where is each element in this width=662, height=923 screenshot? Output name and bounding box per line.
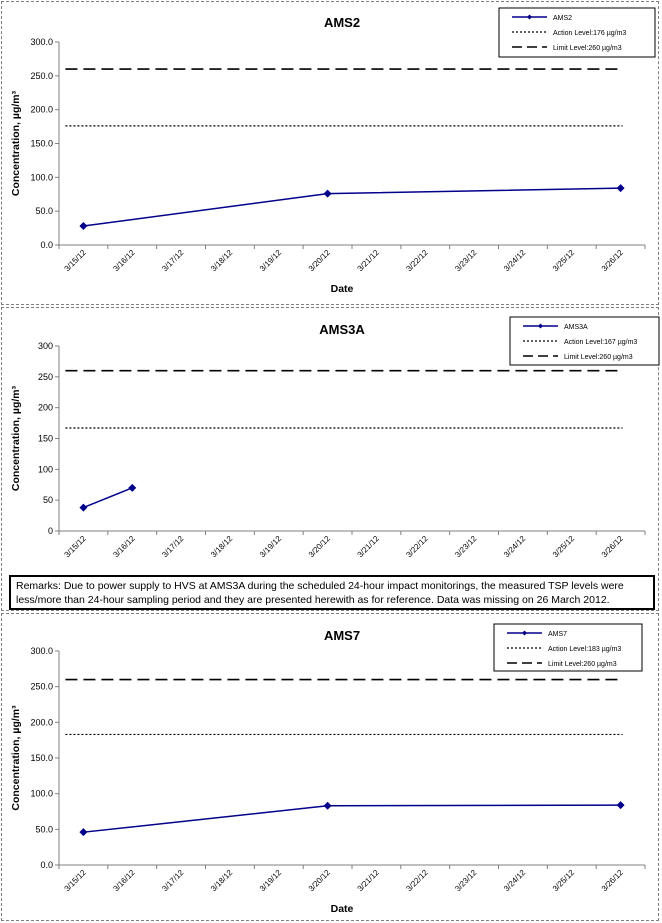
- x-tick-label: 3/15/12: [63, 534, 89, 560]
- chart-title: AMS2: [324, 15, 360, 30]
- x-tick-label: 3/22/12: [404, 248, 430, 274]
- chart-panel-ams3a: AMS3A Concentration, µg/m³ 0 50 100 150 200 250…: [1, 307, 660, 611]
- x-tick-label: 3/25/12: [551, 248, 577, 274]
- y-tick-label: 200: [38, 403, 53, 413]
- x-tick-label: 3/22/12: [404, 868, 430, 894]
- y-tick-label: 300: [38, 341, 53, 351]
- y-tick-label: 0: [48, 526, 53, 536]
- x-tick-label: 3/16/12: [111, 248, 137, 274]
- x-tick-label: 3/23/12: [453, 248, 479, 274]
- remarks-box: Remarks: Due to power supply to HVS at A…: [9, 575, 655, 610]
- data-point-marker: [616, 801, 625, 810]
- x-tick-label: 3/25/12: [551, 868, 577, 894]
- y-tick-label: 100: [38, 464, 53, 474]
- x-tick-label: 3/24/12: [502, 534, 528, 560]
- data-point-marker: [616, 184, 625, 193]
- legend-label: Limit Level:260 µg/m3: [553, 45, 622, 52]
- x-tick-label: 3/19/12: [258, 534, 284, 560]
- legend-marker: [522, 630, 527, 636]
- x-tick-label: 3/17/12: [160, 868, 186, 894]
- data-point-marker: [79, 828, 88, 837]
- legend-label: AMS7: [548, 631, 567, 638]
- chart-panel-ams2: AMS2 Concentration, µg/m³ 0.0 50.0 100.0 150.…: [1, 1, 659, 305]
- y-tick-label: 200.0: [30, 717, 53, 727]
- x-tick-label: 3/16/12: [111, 534, 137, 560]
- chart-title: AMS7: [324, 628, 360, 643]
- x-tick-label: 3/23/12: [453, 868, 479, 894]
- legend-label: Action Level:183 µg/m3: [548, 646, 621, 653]
- y-tick-label: 150.0: [30, 753, 53, 763]
- legend-label: Limit Level:260 µg/m3: [564, 354, 633, 361]
- x-tick-label: 3/26/12: [600, 868, 626, 894]
- legend-label: Limit Level:260 µg/m3: [548, 661, 617, 668]
- chart-ams3a: AMS3A Concentration, µg/m³ 0 50 100 150 200 250…: [10, 316, 660, 560]
- x-tick-label: 3/15/12: [63, 868, 89, 894]
- x-tick-label: 3/23/12: [453, 534, 479, 560]
- x-tick-label: 3/26/12: [600, 248, 626, 274]
- x-tick-label: 3/15/12: [63, 248, 89, 274]
- data-point-marker: [323, 189, 332, 198]
- chart-panel-ams7: AMS7 Concentration, µg/m³ 0.0 50.0 100.0 150.…: [1, 613, 659, 921]
- x-tick-label: 3/22/12: [404, 534, 430, 560]
- y-tick-label: 50: [43, 495, 53, 505]
- legend-box: [493, 623, 643, 672]
- x-tick-label: 3/17/12: [160, 534, 186, 560]
- data-point-marker: [79, 503, 88, 512]
- x-tick-label: 3/21/12: [356, 868, 382, 894]
- legend-label: Action Level:167 µg/m3: [564, 339, 637, 346]
- x-tick-label: 3/16/12: [111, 868, 137, 894]
- y-axis-label: Concentration, µg/m³: [10, 90, 22, 196]
- y-tick-label: 150: [38, 434, 53, 444]
- x-tick-label: 3/18/12: [209, 868, 235, 894]
- x-tick-label: 3/26/12: [600, 534, 626, 560]
- x-tick-label: 3/19/12: [258, 868, 284, 894]
- y-tick-label: 250.0: [30, 682, 53, 692]
- data-point-marker: [323, 801, 332, 810]
- legend-marker: [538, 323, 543, 329]
- y-tick-label: 250: [38, 372, 53, 382]
- y-tick-label: 0.0: [40, 860, 53, 870]
- x-tick-label: 3/25/12: [551, 534, 577, 560]
- series-line: [83, 804, 621, 833]
- x-tick-label: 3/24/12: [502, 868, 528, 894]
- y-tick-label: 100.0: [30, 789, 53, 799]
- x-tick-label: 3/21/12: [356, 248, 382, 274]
- data-point-marker: [79, 222, 88, 231]
- y-tick-label: 250.0: [30, 71, 53, 81]
- y-tick-label: 50.0: [35, 206, 53, 216]
- legend-label: AMS3A: [564, 324, 588, 331]
- legend-marker: [527, 14, 532, 20]
- chart-ams7: AMS7 Concentration, µg/m³ 0.0 50.0 100.0 150.…: [10, 623, 646, 915]
- series-line: [83, 487, 133, 509]
- chart-title: AMS3A: [319, 322, 365, 337]
- x-tick-label: 3/18/12: [209, 534, 235, 560]
- legend-label: AMS2: [553, 15, 572, 22]
- y-tick-label: 150.0: [30, 139, 53, 149]
- y-tick-label: 0.0: [40, 240, 53, 250]
- y-tick-label: 300.0: [30, 37, 53, 47]
- x-tick-label: 3/20/12: [307, 248, 333, 274]
- y-tick-label: 100.0: [30, 172, 53, 182]
- y-tick-label: 50.0: [35, 824, 53, 834]
- series-line: [83, 187, 621, 227]
- y-tick-label: 200.0: [30, 105, 53, 115]
- y-axis-label: Concentration, µg/m³: [10, 385, 22, 491]
- x-axis-label: Date: [331, 283, 354, 295]
- x-tick-label: 3/17/12: [160, 248, 186, 274]
- y-tick-label: 300.0: [30, 646, 53, 656]
- chart-ams2: AMS2 Concentration, µg/m³ 0.0 50.0 100.0 150.…: [10, 7, 656, 295]
- x-tick-label: 3/20/12: [307, 534, 333, 560]
- data-point-marker: [128, 483, 137, 492]
- x-tick-label: 3/19/12: [258, 248, 284, 274]
- x-axis-label: Date: [331, 903, 354, 915]
- x-tick-label: 3/24/12: [502, 248, 528, 274]
- legend-box: [509, 316, 660, 366]
- x-tick-label: 3/18/12: [209, 248, 235, 274]
- legend-label: Action Level:176 µg/m3: [553, 30, 626, 37]
- x-tick-label: 3/20/12: [307, 868, 333, 894]
- y-axis-label: Concentration, µg/m³: [10, 705, 22, 811]
- x-tick-label: 3/21/12: [356, 534, 382, 560]
